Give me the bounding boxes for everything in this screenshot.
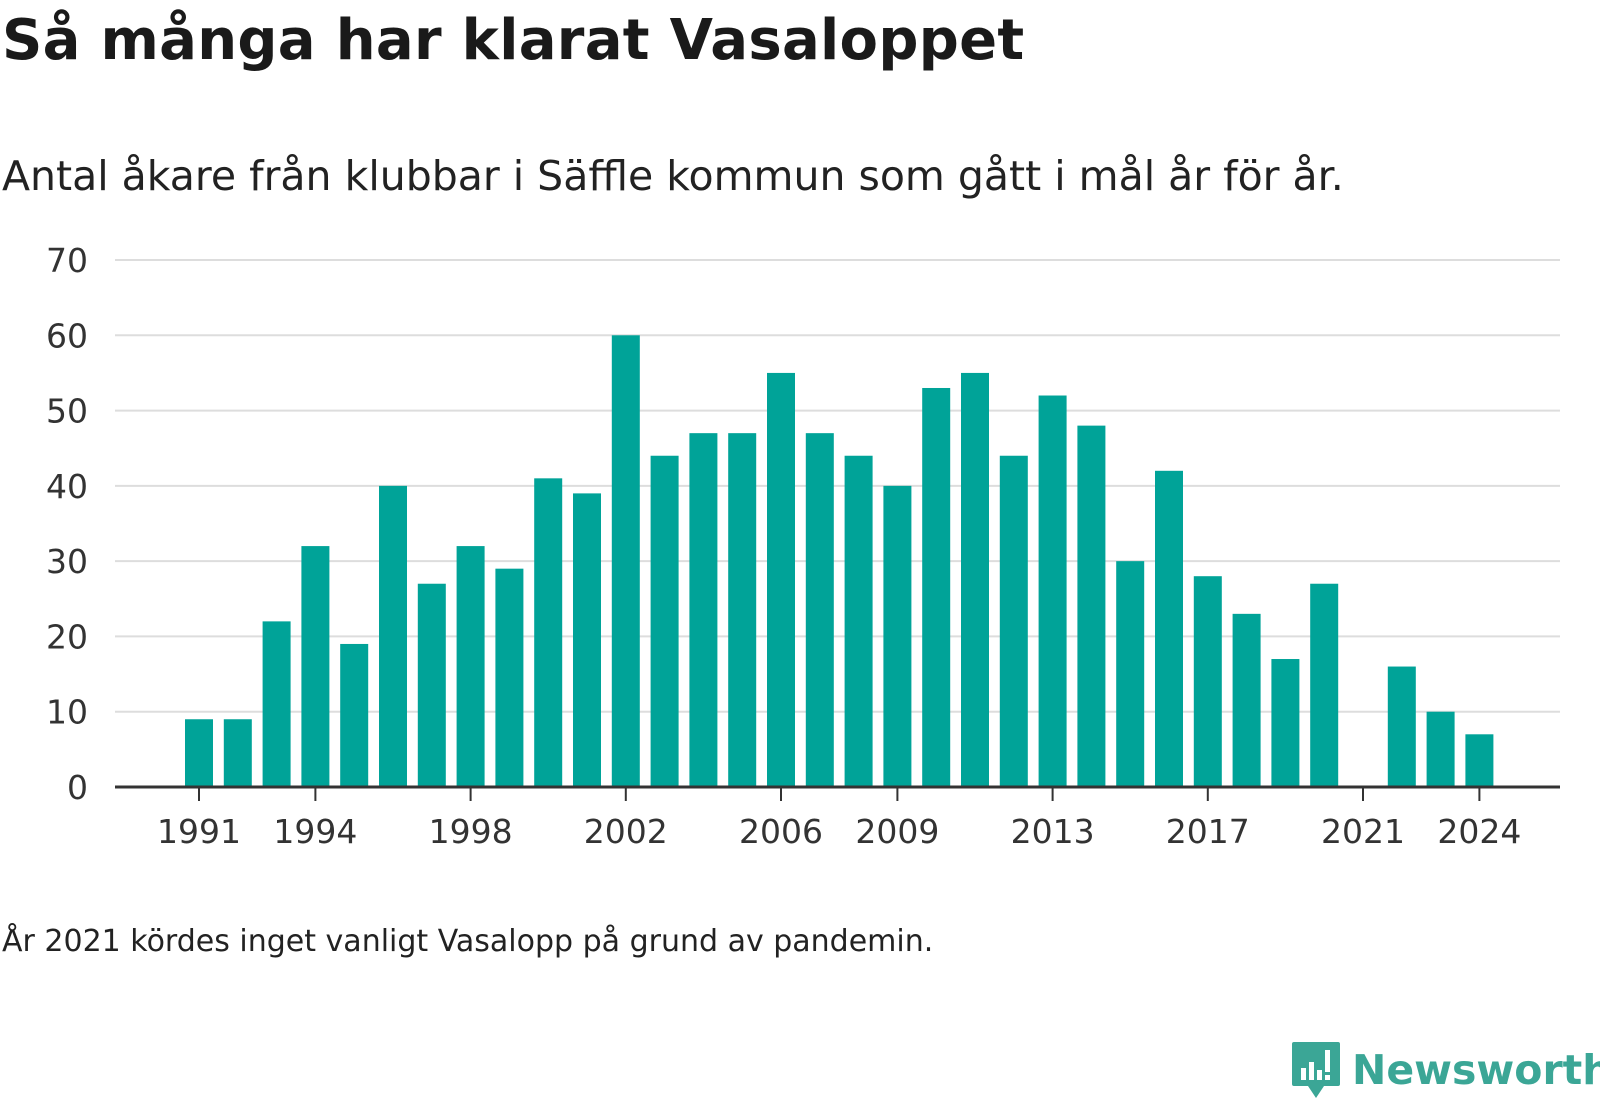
newsworthy-logo-icon xyxy=(1292,1042,1340,1098)
bar-2019 xyxy=(1271,659,1300,787)
x-tick-label: 1998 xyxy=(429,812,513,851)
x-tick-label: 2017 xyxy=(1166,812,1250,851)
bar-2014 xyxy=(1077,425,1106,787)
bar-2016 xyxy=(1155,470,1183,787)
bar-1991 xyxy=(185,719,213,787)
gridlines xyxy=(115,259,1560,713)
bar-1993 xyxy=(262,621,291,787)
bar-2006 xyxy=(767,372,795,787)
bar-2003 xyxy=(650,455,679,787)
y-tick-label: 50 xyxy=(46,392,88,431)
y-tick-label: 20 xyxy=(46,617,88,656)
bar-2011 xyxy=(961,372,989,787)
brand-name: Newsworthy xyxy=(1352,1046,1600,1094)
bar-1992 xyxy=(223,719,252,787)
bars xyxy=(185,335,1494,787)
x-tick-label: 2024 xyxy=(1437,812,1521,851)
x-tick-label: 2006 xyxy=(739,812,823,851)
newsworthy-logo: Newsworthy xyxy=(1290,1040,1600,1100)
bar-2010 xyxy=(922,387,951,787)
bar-2009 xyxy=(883,485,912,787)
x-axis: 1991 1994 1998 2002 2006 2009 2013 2017 2021 2024 xyxy=(115,785,1560,851)
bar-1997 xyxy=(417,583,446,787)
y-tick-label: 0 xyxy=(67,768,88,807)
x-tick-label: 1991 xyxy=(157,812,241,851)
bar-2008 xyxy=(844,455,873,787)
bar-1999 xyxy=(495,568,524,787)
x-tick-label: 2002 xyxy=(584,812,668,851)
bar-1995 xyxy=(340,643,369,787)
bar-2004 xyxy=(689,433,718,787)
bar-1998 xyxy=(456,546,485,787)
bar-2007 xyxy=(805,433,834,787)
bar-2012 xyxy=(999,455,1028,787)
bar-2013 xyxy=(1038,395,1067,787)
bar-2015 xyxy=(1116,561,1145,787)
bar-2018 xyxy=(1232,613,1261,787)
x-tick-label: 2009 xyxy=(855,812,939,851)
x-tick-label: 2013 xyxy=(1011,812,1095,851)
y-tick-label: 60 xyxy=(46,316,88,355)
bar-2002 xyxy=(611,335,640,787)
bar-2001 xyxy=(573,493,601,787)
footnote: År 2021 kördes inget vanligt Vasalopp på… xyxy=(2,924,934,959)
bar-2024 xyxy=(1465,734,1494,787)
y-axis-ticks: 0 10 20 30 40 50 60 70 xyxy=(46,241,88,807)
y-tick-label: 70 xyxy=(46,241,88,280)
bar-2000 xyxy=(534,478,563,787)
bar-2022 xyxy=(1387,666,1416,787)
bar-2020 xyxy=(1310,583,1339,787)
bar-2005 xyxy=(728,433,757,787)
chart-title: Så många har klarat Vasaloppet xyxy=(2,8,1025,73)
x-tick-label: 1994 xyxy=(273,812,357,851)
bar-2017 xyxy=(1193,576,1222,787)
chart-subtitle: Antal åkare från klubbar i Säffle kommun… xyxy=(2,152,1344,200)
bar-2023 xyxy=(1426,711,1455,787)
bar-1994 xyxy=(301,546,330,787)
y-tick-label: 40 xyxy=(46,467,88,506)
y-tick-label: 30 xyxy=(46,542,88,581)
x-tick-label: 2021 xyxy=(1321,812,1405,851)
y-tick-label: 10 xyxy=(46,693,88,732)
bar-1996 xyxy=(379,485,407,787)
